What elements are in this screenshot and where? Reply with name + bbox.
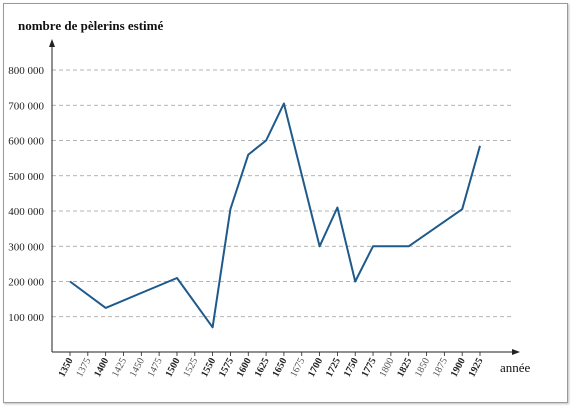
x-tick-label: 1425 — [110, 356, 129, 379]
y-tick-label: 600 000 — [8, 136, 44, 148]
y-tick-label: 100 000 — [8, 312, 44, 324]
x-tick-label: 1850 — [413, 356, 432, 379]
x-tick-label: 1675 — [288, 356, 307, 379]
y-tick-label: 700 000 — [8, 100, 44, 112]
x-tick-label: 1925 — [467, 356, 486, 379]
x-tick-label: 1725 — [324, 356, 343, 379]
y-tick-labels: 100 000 200 000 300 000 400 000 500 000 600 0… — [8, 65, 44, 324]
x-tick-label: 1750 — [342, 356, 361, 379]
x-tick-label: 1575 — [217, 356, 236, 379]
x-tick-label: 1550 — [199, 356, 218, 379]
x-tick-label: 1350 — [57, 356, 76, 379]
x-tick-label: 1775 — [360, 356, 379, 379]
x-tick-label: 1500 — [164, 356, 183, 379]
y-tick-label: 400 000 — [8, 206, 44, 218]
x-tick-label: 1800 — [377, 356, 396, 379]
axes — [49, 39, 520, 355]
x-tick-label: 1475 — [146, 356, 165, 379]
x-axis-title: année — [500, 360, 531, 375]
x-tick-label: 1825 — [395, 356, 414, 379]
x-tick-label: 1625 — [253, 356, 272, 379]
x-tick-label: 1375 — [74, 356, 93, 379]
chart-title: nombre de pèlerins estimé — [18, 18, 163, 33]
y-tick-label: 300 000 — [8, 241, 44, 253]
x-tick-label: 1525 — [181, 356, 200, 379]
y-tick-label: 800 000 — [8, 65, 44, 77]
series-line — [69, 102, 481, 329]
x-tick-label: 1700 — [306, 356, 325, 379]
y-tick-label: 200 000 — [8, 277, 44, 289]
x-tick-label: 1450 — [128, 356, 147, 379]
x-tick-labels: 1350137514001425145014751500152515501575… — [57, 352, 486, 379]
y-tick-label: 500 000 — [8, 171, 44, 183]
x-tick-label: 1400 — [92, 356, 111, 379]
x-tick-label: 1900 — [449, 356, 468, 379]
x-tick-label: 1875 — [431, 356, 450, 379]
x-tick-label: 1650 — [270, 356, 289, 379]
x-tick-label: 1600 — [235, 356, 254, 379]
